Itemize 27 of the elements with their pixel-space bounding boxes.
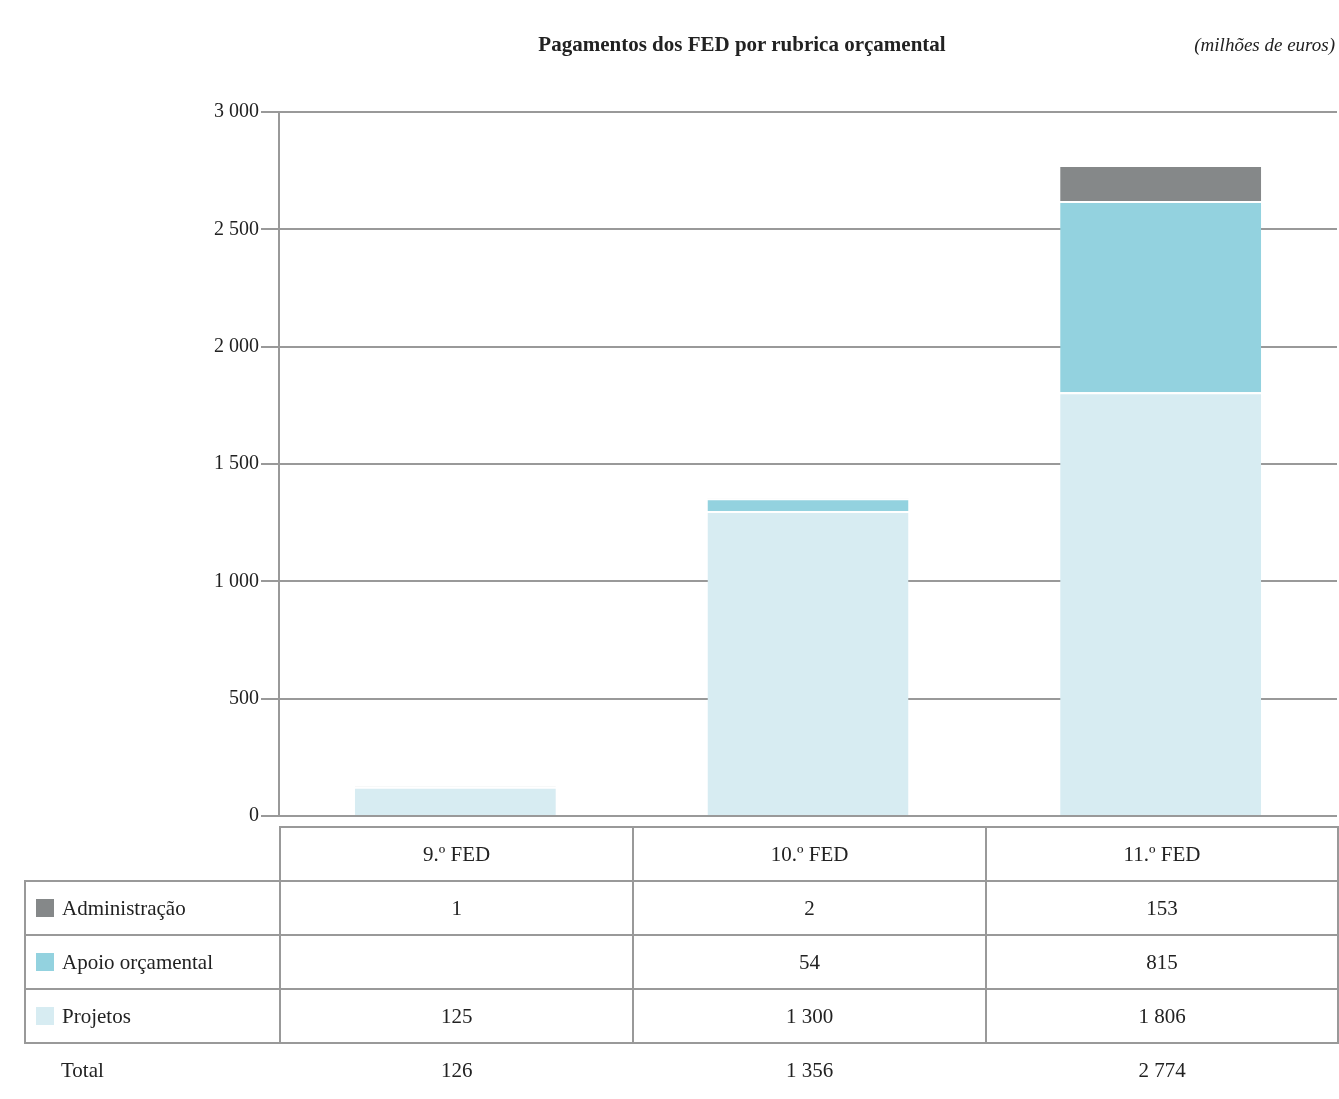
y-tick-label: 3 000 xyxy=(214,99,259,122)
text: Total xyxy=(60,1056,105,1084)
x-tick-label: 10.º FED xyxy=(633,827,987,881)
legend-label: Apoio orçamental xyxy=(25,935,281,989)
data-label: 1 806 xyxy=(986,989,1338,1043)
legend-label: Projetos xyxy=(25,989,281,1043)
text: 1 356 xyxy=(784,1056,835,1084)
y-tick-label: 1 500 xyxy=(214,451,259,474)
data-label: 153 xyxy=(986,881,1338,935)
data-label: 1 xyxy=(280,881,634,935)
text: 2 774 xyxy=(1137,1056,1187,1084)
data-label: 815 xyxy=(986,935,1338,989)
data-label: 1 300 xyxy=(633,989,987,1043)
text: 126 xyxy=(439,1056,474,1084)
y-tick-label: 0 xyxy=(249,803,259,826)
data-label: 125 xyxy=(280,989,634,1043)
chart-title: Pagamentos dos FED por rubrica orçamental xyxy=(538,32,946,56)
x-tick-label: 9.º FED xyxy=(280,827,634,881)
y-tick-label: 2 500 xyxy=(214,216,259,239)
legend-label: Administração xyxy=(25,881,281,935)
data-label: 2 xyxy=(633,881,987,935)
x-tick-label: 11.º FED xyxy=(986,827,1338,881)
y-tick-label: 500 xyxy=(229,685,259,708)
y-tick-label: 2 000 xyxy=(214,333,259,356)
text: (milhões de euros) xyxy=(1194,34,1335,56)
data-label: 54 xyxy=(633,935,987,989)
y-tick-label: 1 000 xyxy=(214,568,259,591)
